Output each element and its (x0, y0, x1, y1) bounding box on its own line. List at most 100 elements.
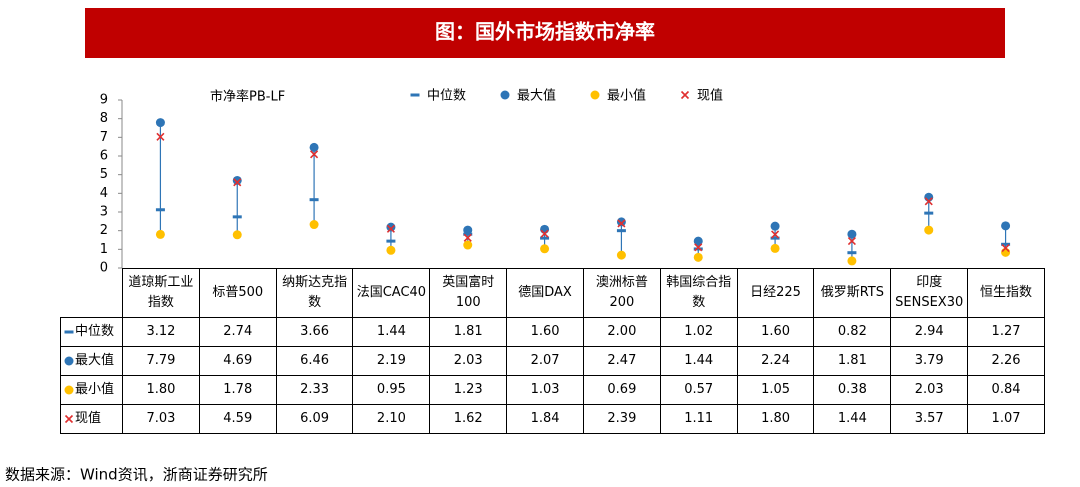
point-circle (232, 175, 242, 185)
row-marker (64, 330, 74, 333)
y-tick-label: 3 (100, 205, 108, 220)
row-marker (64, 356, 74, 365)
value-cell: 3.12 (122, 317, 200, 347)
point-circle (847, 229, 857, 239)
legend-label: 中位数 (427, 89, 466, 104)
value-cell: 1.78 (198, 375, 277, 405)
row-header: 最小值 (60, 375, 123, 405)
row-marker (64, 414, 74, 423)
point-circle (386, 222, 396, 232)
value-cell: 0.82 (813, 317, 892, 347)
value-cell: 2.74 (198, 317, 277, 347)
point-circle (616, 217, 626, 227)
point-cross (694, 243, 703, 252)
point-cross (463, 233, 472, 242)
point-circle (309, 220, 319, 230)
value-cell: 2.33 (275, 375, 354, 405)
row-label: 中位数 (75, 324, 115, 339)
category-label: 法国CAC40 (352, 268, 431, 318)
point-circle (770, 243, 780, 253)
legend-label: 最大值 (517, 88, 556, 104)
y-tick-label: 9 (100, 93, 108, 108)
value-cell: 1.81 (813, 346, 892, 376)
category-label: 俄罗斯RTS (813, 268, 892, 318)
value-cell: 1.27 (967, 317, 1045, 347)
chart-title: 图：国外市场指数市净率 (435, 20, 655, 44)
point-circle (463, 240, 473, 250)
point-cross (771, 230, 780, 239)
legend-label: 最小值 (607, 88, 646, 104)
value-cell: 1.11 (659, 404, 738, 434)
value-cell: 2.03 (890, 375, 969, 405)
category-label: 纳斯达克指数 (275, 268, 354, 318)
point-circle (309, 142, 319, 152)
point-circle (540, 224, 550, 234)
point-circle (616, 250, 626, 260)
value-cell: 0.38 (813, 375, 892, 405)
corner-cell (60, 268, 123, 318)
title-banner (85, 8, 1005, 58)
row-label: 最大值 (75, 353, 115, 368)
value-cell: 1.80 (736, 404, 815, 434)
row-header: 现值 (60, 404, 123, 434)
point-cross (924, 197, 933, 206)
category-label: 道琼斯工业指数 (122, 268, 200, 318)
category-label: 德国DAX (506, 268, 584, 318)
category-label: 印度SENSEX30 (890, 268, 969, 318)
value-cell: 4.59 (198, 404, 277, 434)
legend-marker (590, 90, 600, 100)
header-row: 道琼斯工业指数 标普500 纳斯达克指数 法国CAC40 英国富时100 德国DAX 澳洲标… (60, 268, 1045, 318)
value-cell: 1.62 (429, 404, 508, 434)
row-marker (64, 385, 74, 394)
value-cell: 2.24 (736, 346, 815, 376)
point-cross (847, 237, 856, 246)
value-cell: 0.84 (967, 375, 1045, 405)
row-marker-shape (64, 356, 74, 365)
value-cell: 2.39 (582, 404, 661, 434)
value-cell: 6.46 (275, 346, 354, 376)
point-cross (156, 132, 165, 141)
point-cross (540, 229, 549, 238)
data-row: 最小值 1.80 1.78 2.33 0.95 1.23 1.03 0.69 0.57 1.05 0… (60, 375, 1045, 405)
category-label: 澳洲标普200 (582, 268, 661, 318)
y-tick-label: 5 (100, 167, 108, 182)
value-cell: 1.60 (506, 317, 584, 347)
y-tick-label: 6 (100, 149, 108, 164)
legend-marker (680, 90, 690, 100)
y-tick-label: 1 (100, 242, 108, 257)
value-cell: 3.79 (890, 346, 969, 376)
row-marker-shape (64, 414, 74, 423)
point-circle (693, 236, 703, 246)
value-cell: 1.44 (352, 317, 431, 347)
value-cell: 2.47 (582, 346, 661, 376)
point-circle (463, 225, 473, 235)
point-circle (847, 256, 857, 266)
legend-label: 现值 (697, 88, 723, 104)
y-axis-label: 市净率PB-LF (210, 89, 285, 105)
row-label: 最小值 (75, 382, 115, 397)
value-cell: 2.26 (967, 346, 1045, 376)
data-row: 现值 7.03 4.59 6.09 2.10 1.62 1.84 2.39 1.11 1.80 1.… (60, 404, 1045, 434)
value-cell: 4.69 (198, 346, 277, 376)
value-cell: 0.95 (352, 375, 431, 405)
category-label: 恒生指数 (967, 268, 1045, 318)
point-circle (155, 118, 165, 128)
value-cell: 3.57 (890, 404, 969, 434)
value-cell: 0.69 (582, 375, 661, 405)
point-circle (386, 245, 396, 255)
y-tick-label: 7 (100, 130, 108, 145)
point-circle (693, 252, 703, 262)
point-circle (924, 225, 934, 235)
point-cross (233, 178, 242, 187)
point-circle (232, 230, 242, 240)
point-circle (1001, 221, 1011, 231)
y-tick-label: 2 (100, 223, 108, 238)
value-cell: 1.84 (506, 404, 584, 434)
point-circle (770, 221, 780, 231)
point-circle (155, 229, 165, 239)
value-cell: 1.05 (736, 375, 815, 405)
point-cross (617, 219, 626, 228)
value-cell: 2.19 (352, 346, 431, 376)
value-cell: 6.09 (275, 404, 354, 434)
legend-marker (500, 90, 510, 100)
